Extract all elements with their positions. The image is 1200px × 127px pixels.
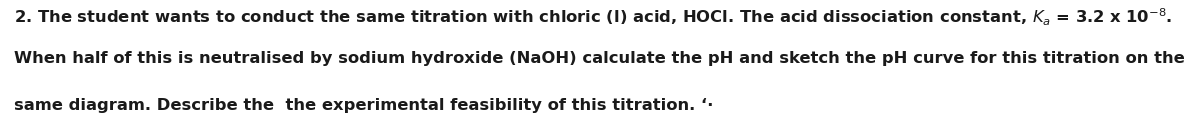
Text: When half of this is neutralised by sodium hydroxide (NaOH) calculate the pH and: When half of this is neutralised by sodi…: [14, 52, 1186, 67]
Text: same diagram. Describe the  the experimental feasibility of this titration. ‘·: same diagram. Describe the the experimen…: [14, 99, 714, 114]
Text: 2. The student wants to conduct the same titration with chloric (l) acid, HOCl. : 2. The student wants to conduct the same…: [14, 6, 1172, 28]
